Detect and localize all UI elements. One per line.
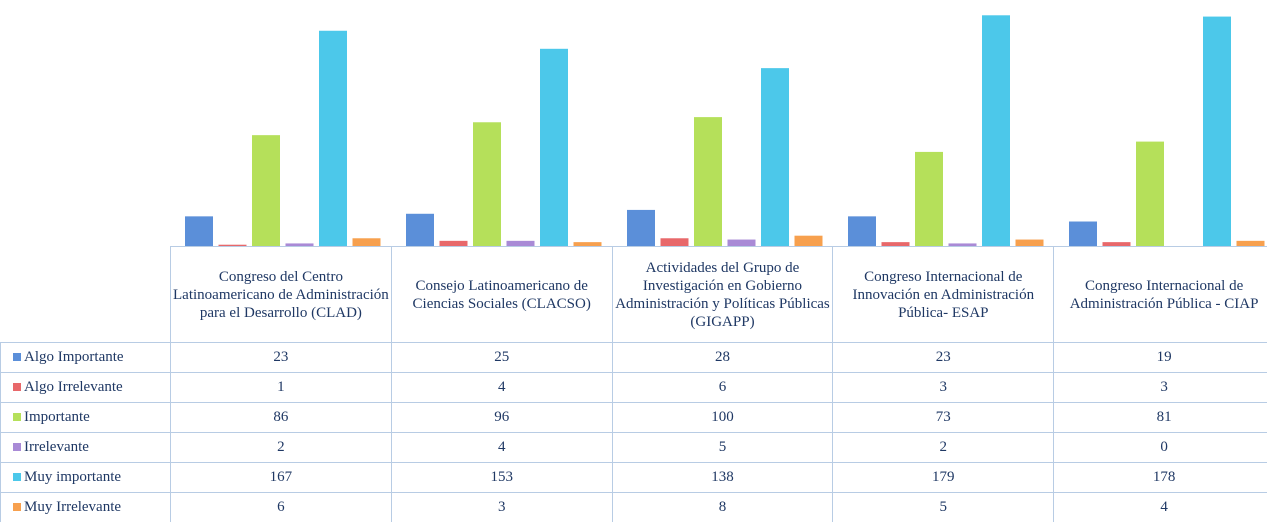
header-row: Congreso del Centro Latinoamericano de A… [0,246,1267,343]
bar [1015,239,1044,246]
value-cell: 4 [390,372,613,403]
bar [1136,141,1164,246]
data-row: Muy importante 167 153 138 179 178 [0,462,1267,493]
bar [352,238,381,246]
bar [694,117,722,246]
bar [285,243,314,246]
legend-entry: Muy importante [0,462,171,493]
legend-swatch [13,503,21,511]
category-label: Actividades del Grupo de Investigación e… [611,246,834,343]
data-row: Algo Importante 23 25 28 23 19 [0,342,1267,373]
legend-entry: Importante [0,402,171,433]
legend-label: Irrelevante [24,439,89,455]
legend-entry: Algo Importante [0,342,171,373]
bar [439,240,468,246]
value-cell: 28 [611,342,834,373]
bar [185,216,213,246]
value-cell: 23 [832,342,1055,373]
bar [1069,221,1097,246]
corner [0,246,171,343]
bar [627,209,655,246]
bar [506,240,535,246]
bar [761,68,789,246]
bar [881,242,910,246]
category-label: Congreso Internacional de Administración… [1053,246,1267,343]
value-cell: 19 [1053,342,1267,373]
value-cell: 6 [170,492,392,522]
category-label: Consejo Latinoamericano de Ciencias Soci… [390,246,613,343]
bar [948,243,977,246]
value-cell: 138 [611,462,834,493]
value-cell: 2 [170,432,392,463]
bar [1102,242,1131,246]
legend-swatch [13,413,21,421]
bar [915,151,943,246]
legend-label: Algo Importante [24,349,124,365]
value-cell: 5 [611,432,834,463]
bar [1203,16,1231,246]
value-cell: 8 [611,492,834,522]
legend-swatch [13,383,21,391]
bar [573,242,602,246]
value-cell: 81 [1053,402,1267,433]
bar [540,48,568,246]
value-cell: 100 [611,402,834,433]
value-cell: 86 [170,402,392,433]
plot [185,15,1265,246]
category-label: Congreso Internacional de Innovación en … [832,246,1055,343]
legend-swatch [13,473,21,481]
data-row: Irrelevante 2 4 5 2 0 [0,432,1267,463]
data-row: Muy Irrelevante 6 3 8 5 4 [0,492,1267,522]
value-cell: 23 [170,342,392,373]
value-cell: 2 [832,432,1055,463]
legend-label: Muy importante [24,469,122,485]
value-cell: 178 [1053,462,1267,493]
legend-label: Muy Irrelevante [24,499,122,515]
legend-label: Importante [24,409,90,425]
bar [794,235,823,246]
value-cell: 3 [832,372,1055,403]
value-cell: 73 [832,402,1055,433]
value-cell: 3 [1053,372,1267,403]
bar [218,244,247,246]
value-cell: 153 [390,462,613,493]
value-cell: 167 [170,462,392,493]
bar [406,213,434,246]
data-table: Congreso del Centro Latinoamericano de A… [0,246,1267,522]
bar [252,135,280,246]
value-cell: 96 [390,402,613,433]
data-row: Algo Irrelevante 1 4 6 3 3 [0,372,1267,403]
value-cell: 4 [1053,492,1267,522]
bar [473,122,501,246]
value-cell: 25 [390,342,613,373]
value-cell: 0 [1053,432,1267,463]
legend-entry: Muy Irrelevante [0,492,171,522]
value-cell: 1 [170,372,392,403]
legend-swatch [13,353,21,361]
value-cell: 3 [390,492,613,522]
bar [848,216,876,246]
legend-entry: Irrelevante [0,432,171,463]
data-row: Importante 86 96 100 73 81 [0,402,1267,433]
legend-entry: Algo Irrelevante [0,372,171,403]
value-cell: 6 [611,372,834,403]
category-label: Congreso del Centro Latinoamericano de A… [170,246,392,343]
value-cell: 5 [832,492,1055,522]
bar [727,239,756,246]
bar [982,15,1010,246]
legend-swatch [13,443,21,451]
bar [660,238,689,246]
bar [319,30,347,246]
value-cell: 179 [832,462,1055,493]
value-cell: 4 [390,432,613,463]
bar [1236,240,1265,246]
legend-label: Algo Irrelevante [24,379,123,395]
